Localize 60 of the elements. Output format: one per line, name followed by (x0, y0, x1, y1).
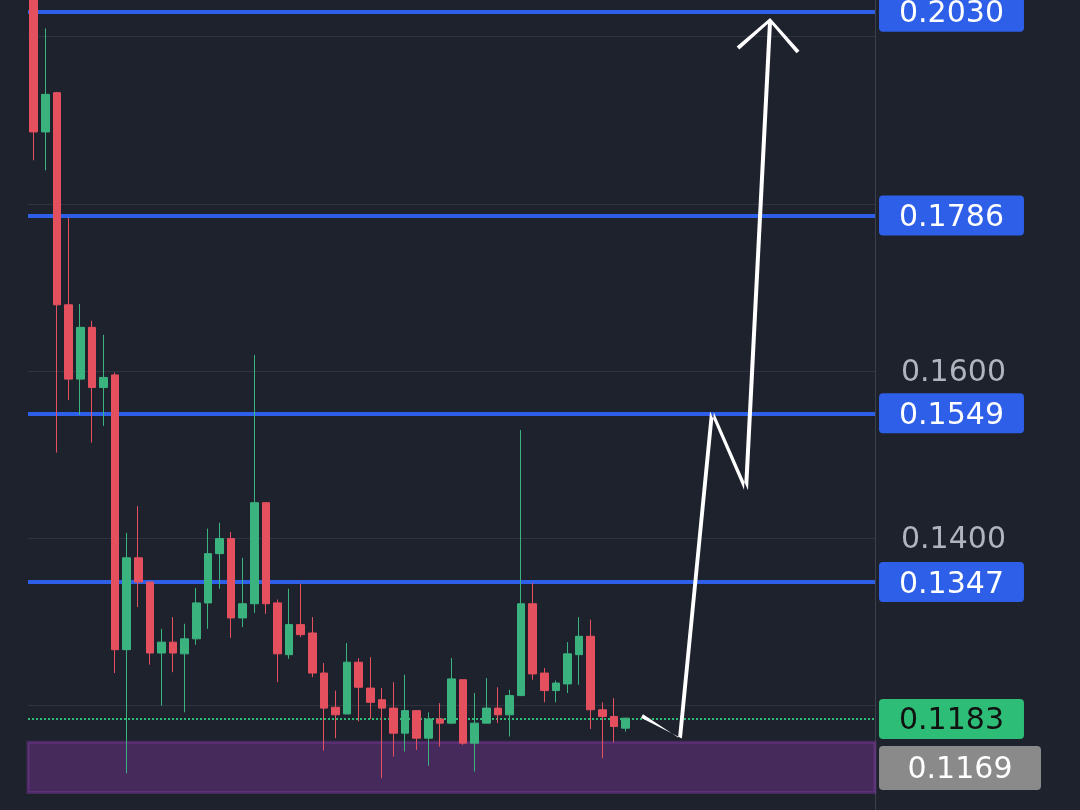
candlestick (621, 717, 630, 733)
candlestick (494, 686, 502, 724)
y-tick-label: 0.1600 (901, 353, 1006, 389)
candlestick (76, 303, 85, 416)
candlestick (459, 679, 467, 746)
candlestick (41, 27, 50, 171)
candlestick (528, 582, 537, 681)
candlestick (53, 91, 61, 454)
candlestick (88, 320, 96, 444)
candlestick (250, 354, 259, 614)
candlestick (354, 657, 363, 722)
candlestick (447, 657, 456, 724)
candlestick (389, 681, 398, 758)
ref-line-label: 0.2030 (899, 0, 1004, 30)
candlestick (482, 677, 491, 724)
candlestick (331, 690, 340, 739)
ref-line-label: 0.1347 (899, 564, 1004, 600)
ref-line-label: 0.1549 (899, 395, 1004, 431)
candlestick (296, 583, 305, 638)
candlestick (586, 619, 595, 730)
candlestick (227, 531, 235, 639)
ref-line-label: 0.1786 (899, 197, 1004, 233)
candlestick (505, 689, 514, 738)
candlestick (378, 687, 386, 779)
candlestick (308, 616, 317, 678)
candlestick (238, 557, 247, 628)
candlestick (320, 662, 328, 752)
candlestick (575, 616, 583, 686)
candlestick (366, 656, 375, 720)
candlestick (99, 334, 108, 427)
candlestick (64, 217, 73, 401)
candlestick (343, 642, 351, 715)
candlestick (273, 599, 282, 683)
candlestick (401, 674, 409, 753)
candlestick (134, 505, 143, 608)
candlestick (412, 710, 421, 751)
candlestick (424, 711, 433, 767)
candlestick (610, 697, 618, 743)
candlestick (215, 522, 224, 590)
candlestick (122, 532, 131, 774)
text: 0.1169 (879, 746, 1041, 790)
candlestick (262, 502, 270, 615)
candlestick (146, 581, 154, 666)
y-tick-label: 0.1400 (901, 520, 1006, 556)
candlestick (285, 588, 293, 660)
candlestick (470, 692, 479, 773)
candlestick (517, 429, 525, 697)
candlestick (552, 680, 560, 703)
candlestick (111, 371, 119, 674)
candlestick (192, 587, 201, 646)
candlestick (180, 623, 189, 713)
candlestick (563, 641, 572, 694)
candlestick (29, 0, 38, 161)
candlestick (204, 528, 212, 630)
candlestick (598, 701, 607, 759)
candlestick (540, 667, 549, 703)
candlestick (169, 616, 177, 673)
candlestick (436, 702, 444, 748)
candlestick (157, 628, 166, 707)
ref-line-label: 0.1183 (899, 701, 1004, 737)
